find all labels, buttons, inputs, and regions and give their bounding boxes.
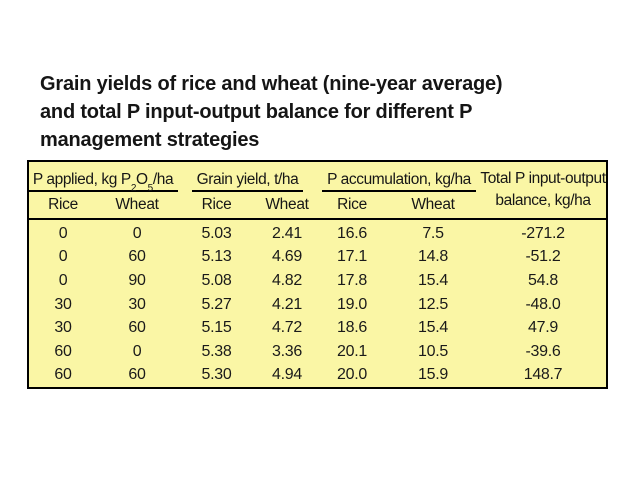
table-cell: 60	[128, 366, 146, 384]
table-cell: 60	[54, 366, 72, 384]
table-cell: 4.94	[272, 366, 302, 384]
group-header-p-accumulation-label: P accumulation, kg/ha	[322, 171, 476, 192]
group-header-grain-yield: Grain yield, t/ha	[177, 162, 318, 192]
header-text: P applied, kg P	[32, 171, 131, 188]
subheader-wheat-p-accumulation: Wheat	[411, 196, 455, 213]
subheader-wheat-p-applied: Wheat	[115, 196, 159, 213]
table-cell: 60	[54, 342, 72, 360]
table-cell: -48.0	[525, 295, 561, 313]
table-cell: 5.03	[201, 224, 232, 242]
table-cell: 54.8	[528, 271, 558, 289]
group-header-total-balance: Total P input-output balance, kg/ha	[480, 162, 606, 218]
table-body: 0 0 5.03 2.41 16.6 7.5 -271.2 0 60 5.13 4.69 17.1 14…	[29, 220, 606, 387]
subscript-5: 5	[147, 183, 154, 195]
subheader-rice-p-applied: Rice	[48, 196, 78, 213]
table-cell: 5.30	[201, 366, 232, 384]
table-cell: 17.8	[337, 271, 367, 289]
table-cell: -39.6	[525, 342, 561, 360]
total-balance-line-2: balance, kg/ha	[495, 192, 591, 209]
subheader-wheat-grain-yield: Wheat	[265, 196, 309, 213]
table-cell: 47.9	[528, 319, 558, 337]
table-cell: 20.0	[337, 366, 367, 384]
group-header-p-applied: P applied, kg P2O5/ha	[27, 162, 179, 195]
group-header-grain-yield-label: Grain yield, t/ha	[191, 171, 304, 192]
table-cell: 60	[128, 319, 146, 337]
table-cell: 15.4	[418, 271, 448, 289]
subscript-2: 2	[130, 183, 137, 195]
table-cell: 15.4	[418, 319, 448, 337]
subheader-rice-p-accumulation: Rice	[337, 196, 367, 213]
table-row: 0 60 5.13 4.69 17.1 14.8 -51.2	[29, 246, 606, 270]
group-header-p-accumulation: P accumulation, kg/ha	[318, 162, 480, 192]
table-cell: 5.38	[201, 342, 232, 360]
table-cell: 15.9	[418, 366, 448, 384]
table-cell: 5.13	[201, 248, 232, 266]
table-cell: 12.5	[418, 295, 448, 313]
table-cell: 19.0	[337, 295, 367, 313]
table-cell: 30	[54, 319, 72, 337]
table-cell: 90	[128, 271, 146, 289]
table-row: 60 60 5.30 4.94 20.0 15.9 148.7	[29, 364, 606, 388]
table-cell: 20.1	[337, 342, 367, 360]
table-cell: 4.72	[272, 319, 302, 337]
header-text: /ha	[152, 171, 174, 188]
title-line: and total P input-output balance for dif…	[40, 101, 473, 123]
table-cell: 30	[128, 295, 146, 313]
table-cell: 5.27	[201, 295, 232, 313]
table-cell: 0	[58, 271, 68, 289]
table-cell: 16.6	[337, 224, 367, 242]
table-cell: -271.2	[521, 224, 565, 242]
table-row: 30 60 5.15 4.72 18.6 15.4 47.9	[29, 316, 606, 340]
total-balance-line-1: Total P input-output	[480, 170, 606, 187]
table-cell: 5.15	[201, 319, 232, 337]
table-row: 60 0 5.38 3.36 20.1 10.5 -39.6	[29, 340, 606, 364]
table-header: P applied, kg P2O5/ha Grain yield, t/ha …	[27, 162, 606, 220]
title-line: management strategies	[40, 129, 260, 151]
table-cell: 14.8	[418, 248, 448, 266]
title-line: Grain yields of rice and wheat (nine-yea…	[40, 73, 503, 95]
table-cell: 18.6	[337, 319, 367, 337]
table-cell: 60	[128, 248, 146, 266]
table-cell: 4.21	[272, 295, 302, 313]
table-cell: -51.2	[525, 248, 561, 266]
table-cell: 0	[132, 224, 142, 242]
header-text: O	[135, 171, 148, 188]
table-cell: 3.36	[272, 342, 302, 360]
group-header-p-applied-label: P applied, kg P2O5/ha	[27, 171, 179, 195]
page-title: Grain yields of rice and wheat (nine-yea…	[40, 70, 503, 154]
table-cell: 30	[54, 295, 72, 313]
table-cell: 4.69	[272, 248, 302, 266]
table-row: 0 0 5.03 2.41 16.6 7.5 -271.2	[29, 222, 606, 246]
table-cell: 17.1	[337, 248, 367, 266]
subheader-rice-grain-yield: Rice	[201, 196, 232, 213]
table-cell: 2.41	[272, 224, 302, 242]
table-cell: 0	[58, 224, 68, 242]
p-management-table: P applied, kg P2O5/ha Grain yield, t/ha …	[27, 160, 608, 389]
table-row: 0 90 5.08 4.82 17.8 15.4 54.8	[29, 269, 606, 293]
table-cell: 5.08	[201, 271, 232, 289]
table-cell: 0	[58, 248, 68, 266]
table-cell: 0	[132, 342, 142, 360]
table-cell: 4.82	[272, 271, 302, 289]
table-cell: 148.7	[523, 366, 563, 384]
table-cell: 10.5	[418, 342, 448, 360]
table-cell: 7.5	[422, 224, 444, 242]
table-row: 30 30 5.27 4.21 19.0 12.5 -48.0	[29, 293, 606, 317]
